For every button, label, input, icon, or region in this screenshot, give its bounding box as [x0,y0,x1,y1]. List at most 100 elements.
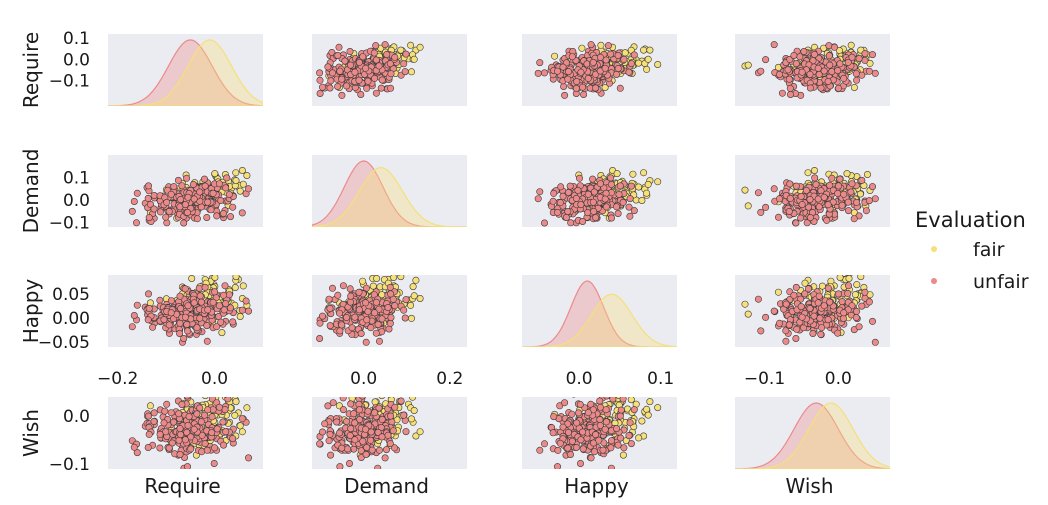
point-unfair [351,68,359,76]
legend-marker-unfair [931,278,937,284]
point-unfair [824,78,832,86]
point-unfair [579,445,587,453]
point-unfair [580,91,588,99]
point-unfair [602,203,610,211]
point-unfair [327,77,335,85]
point-unfair [318,312,326,320]
point-unfair [227,304,235,312]
point-unfair [401,68,409,76]
point-unfair [325,295,333,303]
panel-happy-require [108,275,263,347]
point-unfair [806,70,814,78]
point-unfair [375,404,383,412]
point-unfair [338,444,346,452]
point-unfair [357,91,365,99]
kde-unfair [108,39,263,106]
point-fair [236,187,244,195]
point-unfair [377,423,385,431]
point-unfair [386,283,394,291]
point-fair [409,283,417,291]
point-unfair [357,447,365,455]
point-fair [231,283,239,291]
point-unfair [342,417,350,425]
point-unfair [572,194,580,202]
point-unfair [553,67,561,75]
point-fair [741,300,749,308]
point-unfair [574,186,582,194]
point-unfair [336,327,344,335]
point-unfair [834,189,842,197]
point-unfair [362,64,370,72]
point-unfair [844,289,852,297]
point-unfair [355,406,363,414]
kde-fair [522,293,677,347]
point-unfair [828,174,836,182]
panel-background [312,155,467,227]
point-unfair [871,195,879,203]
point-unfair [178,400,186,408]
point-unfair [540,219,548,227]
point-unfair [387,313,395,321]
point-unfair [198,431,206,439]
point-unfair [400,60,408,68]
point-unfair [346,432,354,440]
point-unfair [318,83,326,91]
point-unfair [372,56,380,64]
point-unfair [225,191,233,199]
point-unfair [571,397,576,398]
point-unfair [145,304,153,312]
point-unfair [176,292,184,300]
point-unfair [844,58,852,66]
point-unfair [213,212,221,220]
point-unfair [204,198,212,206]
point-unfair [203,337,211,345]
point-unfair [201,182,209,190]
point-unfair [238,306,246,314]
panel-wish-wish [735,397,890,469]
point-unfair [792,182,800,190]
point-unfair [757,208,765,216]
point-unfair [160,316,168,324]
point-unfair [184,463,191,469]
point-unfair [384,431,392,439]
point-unfair [185,413,193,421]
point-unfair [785,321,793,329]
point-unfair [156,444,164,452]
point-unfair [180,219,188,227]
point-unfair [189,181,197,189]
point-unfair [130,198,138,206]
point-unfair [587,41,595,49]
point-unfair [190,195,198,203]
point-unfair [804,285,812,293]
point-unfair [371,74,379,82]
point-unfair [378,315,386,323]
point-unfair [589,198,597,206]
point-unfair [790,291,798,299]
point-unfair [176,319,184,327]
point-fair [744,61,752,69]
point-unfair [220,291,228,299]
point-unfair [564,75,572,83]
point-fair [407,301,415,309]
point-fair [601,84,609,92]
point-fair [646,398,654,406]
point-unfair [381,41,389,49]
point-unfair [536,446,544,454]
point-fair [857,275,865,281]
point-unfair [184,208,192,216]
point-unfair [130,443,138,451]
point-unfair [607,50,615,58]
point-unfair [363,316,371,324]
point-unfair [242,297,250,305]
point-unfair [549,429,557,437]
point-unfair [828,68,836,76]
panel-happy-wish [735,275,890,347]
point-unfair [630,207,638,215]
point-fair [597,41,605,49]
point-unfair [564,428,572,436]
point-unfair [604,42,612,50]
point-unfair [163,198,171,206]
point-unfair [401,314,409,322]
point-unfair [316,319,324,327]
panel-happy-happy [522,275,677,347]
